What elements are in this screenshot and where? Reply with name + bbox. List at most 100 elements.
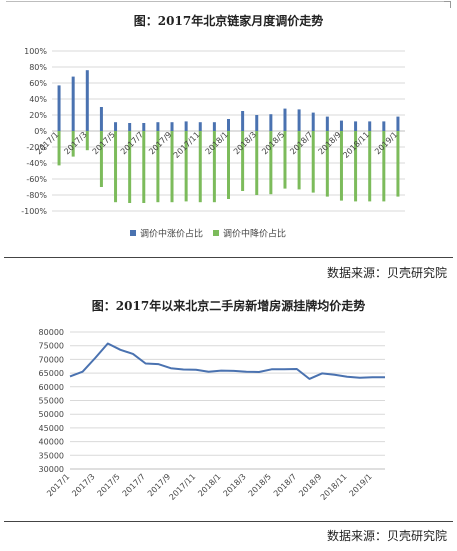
chart1-xtick-label: 2017/7 xyxy=(119,130,145,156)
chart2-ytick-label: 45000 xyxy=(39,424,64,433)
chart1-plot: 100%80%60%40%20%0%-20%-40%-60%-80%-100% … xyxy=(21,47,405,240)
bar-down xyxy=(128,131,132,203)
chart2-xtick-label: 2018/11 xyxy=(319,472,349,502)
bar-up xyxy=(255,115,259,131)
chart1-ytick-label: -80% xyxy=(26,191,47,200)
chart2-ytick-label: 40000 xyxy=(39,438,64,447)
bar-down xyxy=(297,131,301,190)
legend-label-up: 调价中涨价占比 xyxy=(140,228,203,240)
bar-down xyxy=(57,131,61,166)
chart2-xtick-label: 2018/1 xyxy=(196,472,222,498)
chart2-ytick-label: 50000 xyxy=(39,410,64,419)
bar-up xyxy=(128,123,132,131)
bar-down xyxy=(269,131,273,195)
chart2-xtick-label: 2018/7 xyxy=(272,472,298,498)
chart2-plot: 80000 75000 70000 65000 60000 55000 50000 45000… xyxy=(39,328,386,502)
chart1-bottom-rule xyxy=(4,257,453,258)
bar-up xyxy=(382,121,386,131)
bar-up xyxy=(297,109,301,131)
chart1-ytick-label: -60% xyxy=(26,175,47,184)
bar-down xyxy=(85,131,89,151)
bar-up xyxy=(269,114,273,131)
chart2-ytick-label: 35000 xyxy=(39,451,64,460)
chart2-ytick-label: 60000 xyxy=(39,383,64,392)
bar-down xyxy=(142,131,146,203)
bar-up xyxy=(311,112,315,131)
bar-down xyxy=(99,131,103,187)
chart2-xtick-label: 2017/1 xyxy=(45,472,71,498)
chart1-ytick-label: 80% xyxy=(29,63,47,72)
bar-down xyxy=(114,131,118,203)
bar-down xyxy=(170,131,174,203)
chart2-ytick-label: 70000 xyxy=(39,355,64,364)
bar-up xyxy=(114,122,118,131)
bar-up xyxy=(99,107,103,131)
chart1-ytick-label: -100% xyxy=(21,207,47,216)
chart2-xtick-label: 2017/5 xyxy=(96,472,122,498)
chart1-xtick-label: 2017/5 xyxy=(91,130,117,156)
bar-down xyxy=(311,131,315,193)
bar-down xyxy=(396,131,400,197)
chart1-xtick-label: 2018/7 xyxy=(288,130,314,156)
chart1-ytick-label: 40% xyxy=(29,95,47,104)
bar-up xyxy=(198,122,202,131)
bar-up xyxy=(212,122,216,131)
chart1-source: 数据来源：贝壳研究院 xyxy=(326,266,447,280)
bar-up xyxy=(142,123,146,131)
bar-up xyxy=(71,76,75,131)
chart1-xtick-label: 2018/1 xyxy=(204,130,230,156)
chart1-ytick-label: 100% xyxy=(24,47,47,56)
chart2-xtick-label: 2017/7 xyxy=(121,472,147,498)
chart1-ytick-label: 20% xyxy=(29,111,47,120)
legend-swatch-down xyxy=(213,230,219,236)
bar-up xyxy=(283,108,287,131)
bar-up xyxy=(368,121,372,131)
top-border xyxy=(6,1,451,2)
chart2-ytick-label: 30000 xyxy=(39,465,64,474)
chart1-xtick-label: 2018/5 xyxy=(260,130,286,156)
chart1-xtick-label: 2018/3 xyxy=(232,130,258,156)
bar-up xyxy=(170,122,174,131)
chart1-ytick-label: -40% xyxy=(26,159,47,168)
legend-label-down: 调价中降价占比 xyxy=(223,228,286,240)
chart1-xtick-label: 2019/1 xyxy=(373,130,399,156)
chart2-xtick-label: 2017/11 xyxy=(168,472,198,502)
bar-down xyxy=(325,131,329,197)
bar-down xyxy=(283,131,287,189)
chart1-xtick-label: 2017/9 xyxy=(147,130,173,156)
chart2-xtick-label: 2019/1 xyxy=(348,472,374,498)
corner-mark xyxy=(444,1,451,8)
chart2-ytick-label: 75000 xyxy=(39,342,64,351)
bar-up xyxy=(57,85,61,131)
chart1-xtick-label: 2017/3 xyxy=(62,130,88,156)
chart1-ytick-label: -20% xyxy=(26,143,47,152)
chart1-title: 图：2017年北京链家月度调价走势 xyxy=(133,14,324,28)
bar-down xyxy=(339,131,343,201)
chart2-title: 图：2017年以来北京二手房新增房源挂牌均价走势 xyxy=(91,299,366,313)
bar-down xyxy=(354,131,358,202)
bar-down xyxy=(212,131,216,203)
chart2-ytick-label: 80000 xyxy=(39,328,64,337)
bar-up xyxy=(354,121,358,131)
chart2-xtick-label: 2018/5 xyxy=(247,472,273,498)
bar-up xyxy=(85,70,89,131)
chart2-ytick-label: 55000 xyxy=(39,397,64,406)
bar-down xyxy=(255,131,259,195)
bar-down xyxy=(241,131,245,191)
chart2-xtick-label: 2017/3 xyxy=(70,472,96,498)
bar-down xyxy=(184,131,188,202)
price-series-line xyxy=(69,342,385,380)
chart1-xtick-label: 2018/9 xyxy=(317,130,343,156)
bar-up xyxy=(184,121,188,131)
bar-up xyxy=(156,122,160,131)
bar-up xyxy=(227,119,230,131)
bar-down xyxy=(71,131,75,157)
bar-down xyxy=(382,131,386,202)
bar-down xyxy=(368,131,372,202)
chart2-source: 数据来源：贝壳研究院 xyxy=(326,529,447,543)
chart2-ytick-label: 65000 xyxy=(39,369,64,378)
bar-down xyxy=(156,131,160,203)
chart2-bottom-rule xyxy=(4,521,453,522)
bar-down xyxy=(198,131,202,203)
bar-down xyxy=(227,131,230,199)
